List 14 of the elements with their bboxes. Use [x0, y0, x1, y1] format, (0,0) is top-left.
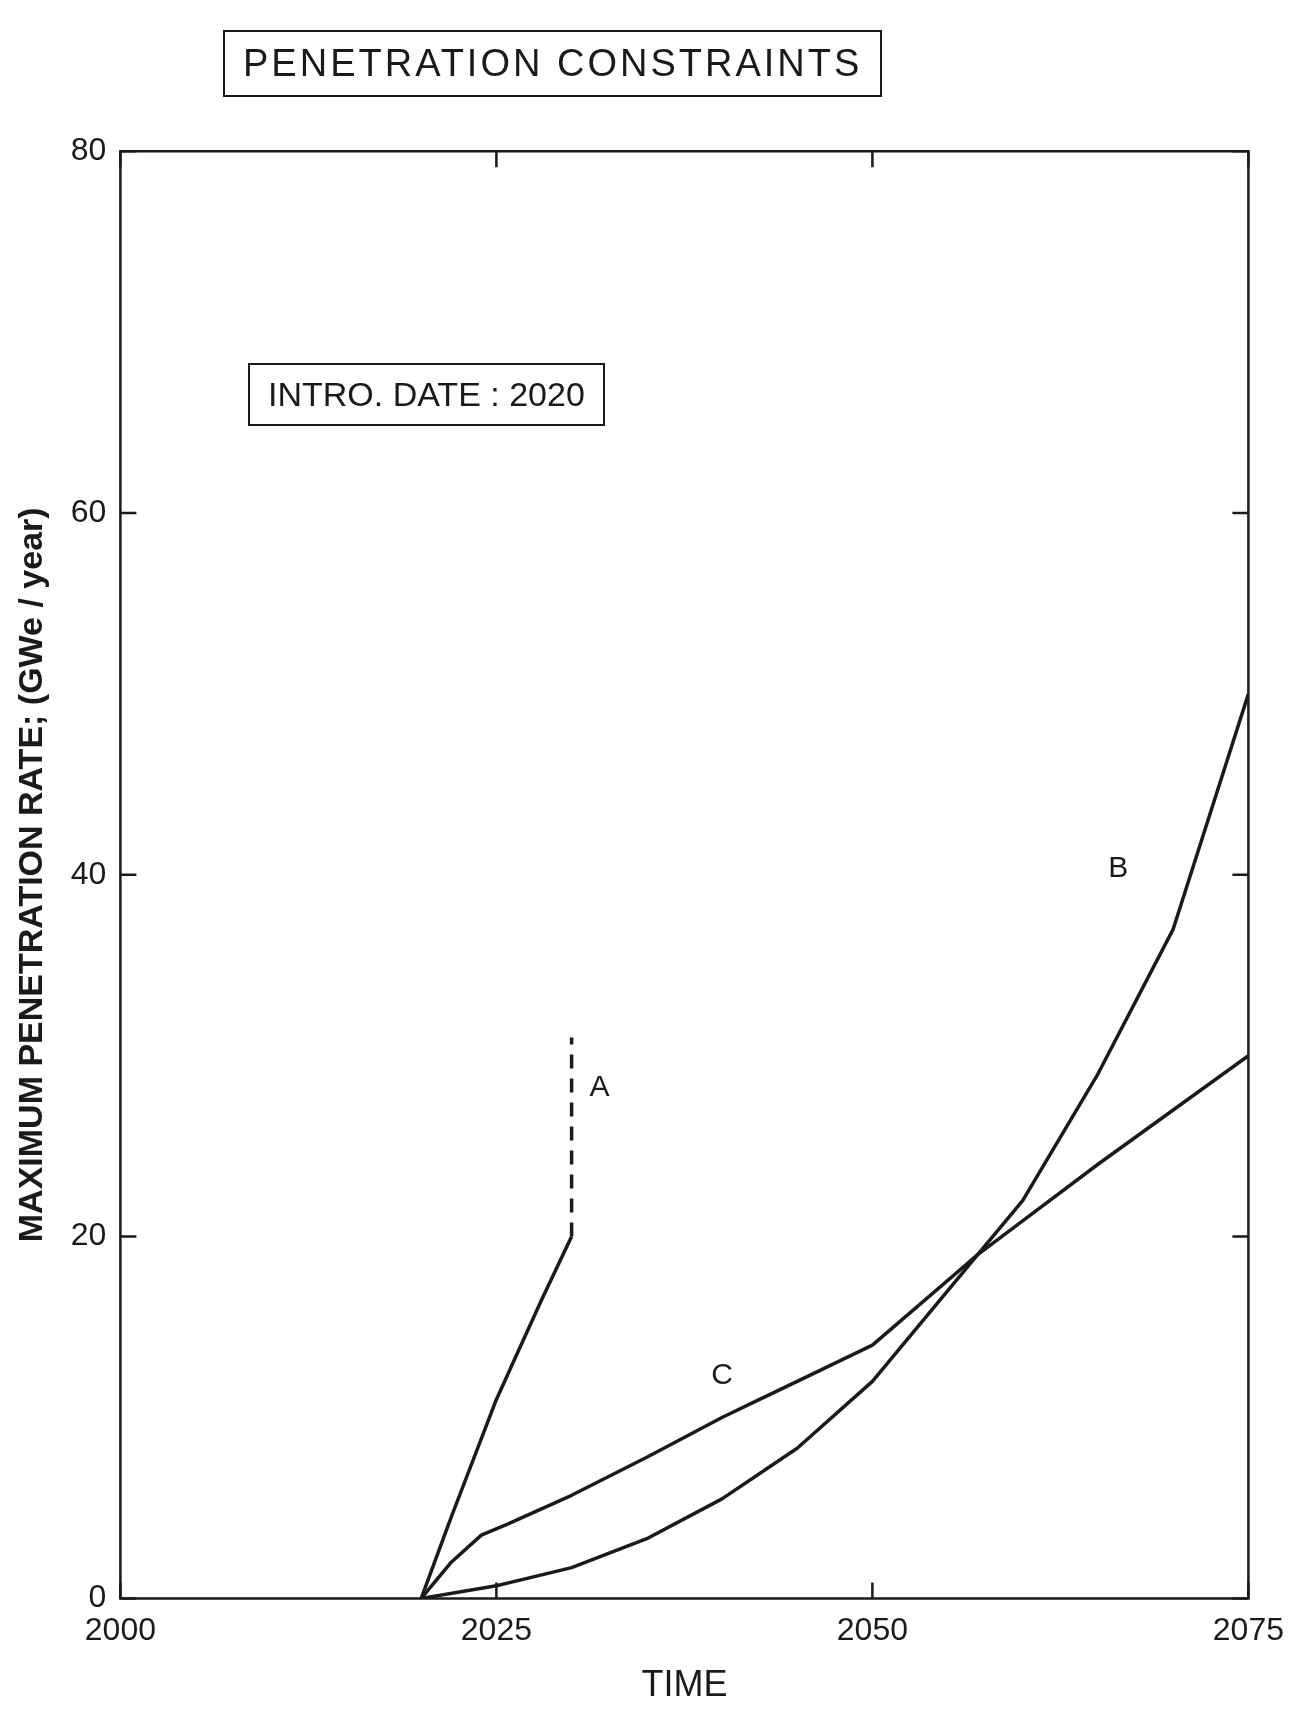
- x-tick-label: 2025: [460, 1611, 532, 1648]
- y-tick-label: 80: [70, 131, 107, 168]
- series-label: A: [589, 1068, 610, 1102]
- x-tick-label: 2075: [1212, 1611, 1284, 1648]
- series-label: B: [1108, 850, 1129, 884]
- x-tick-label: 2050: [836, 1611, 908, 1648]
- x-axis-title: TIME: [641, 1663, 728, 1705]
- y-axis-title: MAXIMUM PENETRATION RATE; (GWe / year): [10, 507, 49, 1243]
- y-tick-label: 60: [70, 492, 107, 529]
- series-label: C: [711, 1356, 733, 1390]
- y-tick-label: 40: [70, 854, 107, 891]
- y-tick-label: 20: [70, 1216, 107, 1253]
- annotation: INTRO. DATE : 2020: [248, 363, 605, 426]
- chart-title: PENETRATION CONSTRAINTS: [223, 29, 883, 97]
